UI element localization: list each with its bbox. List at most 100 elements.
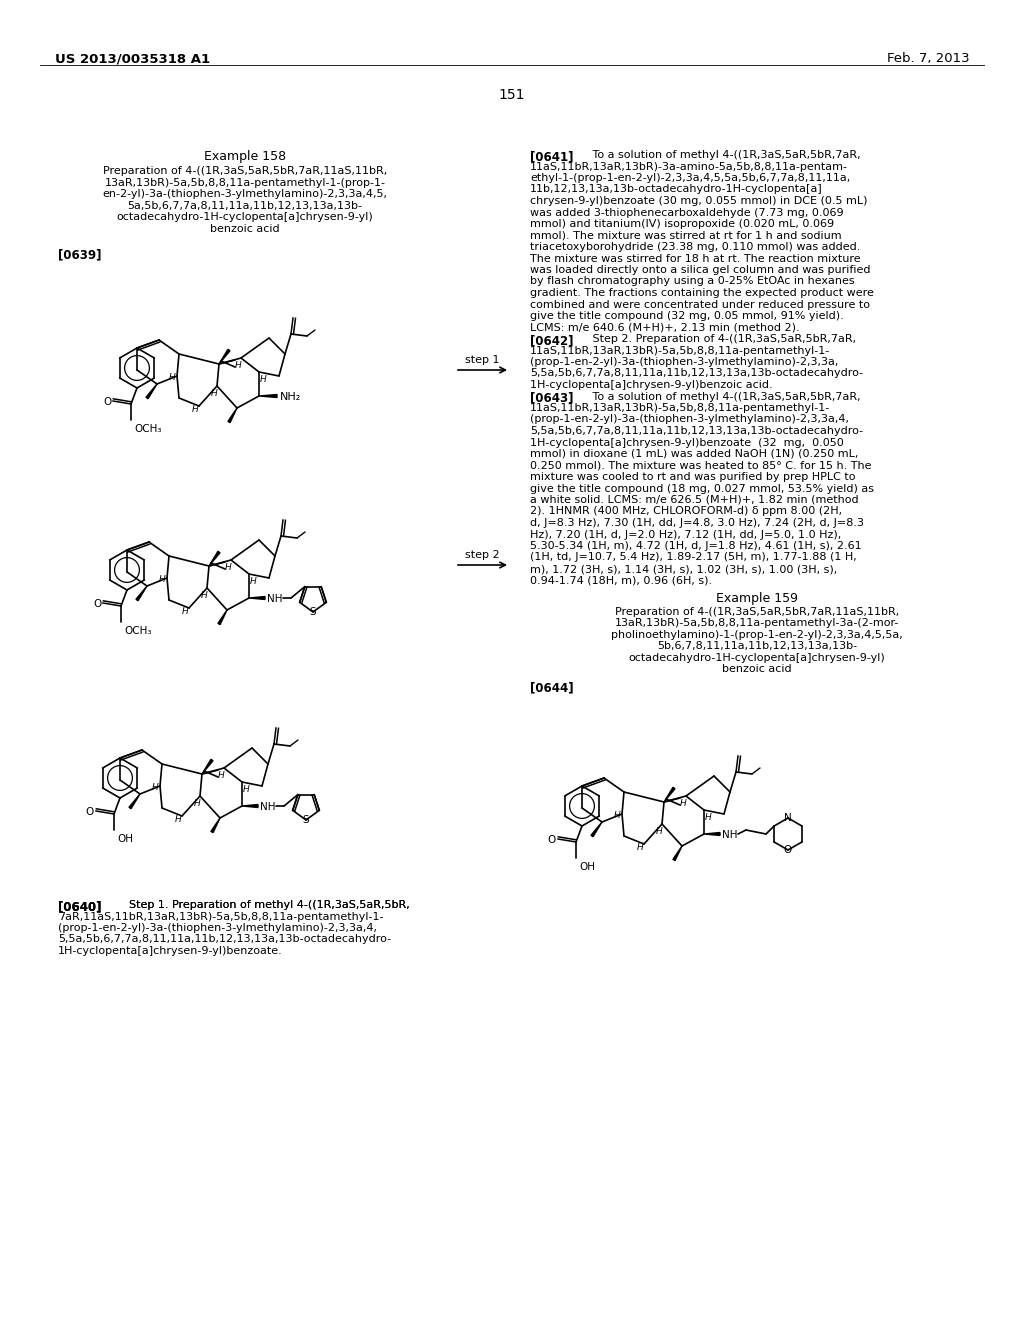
Polygon shape: [664, 787, 675, 803]
Text: H: H: [250, 578, 256, 586]
Text: S: S: [309, 607, 316, 616]
Polygon shape: [146, 384, 157, 399]
Text: [0643]: [0643]: [530, 392, 573, 404]
Text: octadecahydro-1H-cyclopenta[a]chrysen-9-yl): octadecahydro-1H-cyclopenta[a]chrysen-9-…: [629, 653, 886, 663]
Text: H: H: [201, 591, 208, 601]
Text: N: N: [784, 813, 792, 822]
Text: step 2: step 2: [465, 550, 500, 560]
Text: [0641]: [0641]: [530, 150, 573, 162]
Text: benzoic acid: benzoic acid: [722, 664, 792, 675]
Text: H: H: [655, 828, 663, 837]
Text: [0640]: [0640]: [58, 900, 101, 913]
Text: 11aS,11bR,13aR,13bR)-5a,5b,8,8,11a-pentamethyl-1-: 11aS,11bR,13aR,13bR)-5a,5b,8,8,11a-penta…: [530, 403, 830, 413]
Polygon shape: [705, 833, 720, 836]
Text: H: H: [705, 813, 712, 822]
Text: OH: OH: [579, 862, 595, 873]
Text: 5,5a,5b,6,7,7a,8,11,11a,11b,12,13,13a,13b-octadecahydro-: 5,5a,5b,6,7,7a,8,11,11a,11b,12,13,13a,13…: [530, 368, 863, 379]
Text: 1H-cyclopenta[a]chrysen-9-yl)benzoate.: 1H-cyclopenta[a]chrysen-9-yl)benzoate.: [58, 946, 283, 956]
Text: H: H: [159, 574, 165, 583]
Polygon shape: [673, 846, 682, 861]
Text: H: H: [224, 564, 231, 573]
Text: H: H: [680, 800, 686, 808]
Text: benzoic acid: benzoic acid: [210, 223, 280, 234]
Text: Feb. 7, 2013: Feb. 7, 2013: [888, 51, 970, 65]
Text: Step 1. Preparation of methyl 4-((1R,3aS,5aR,5bR,: Step 1. Preparation of methyl 4-((1R,3aS…: [115, 900, 410, 909]
Text: NH: NH: [260, 803, 275, 812]
Text: Preparation of 4-((1R,3aS,5aR,5bR,7aR,11aS,11bR,: Preparation of 4-((1R,3aS,5aR,5bR,7aR,11…: [614, 607, 899, 616]
Text: was loaded directly onto a silica gel column and was purified: was loaded directly onto a silica gel co…: [530, 265, 870, 275]
Text: S: S: [303, 814, 309, 825]
Text: H: H: [175, 814, 181, 824]
Text: (prop-1-en-2-yl)-3a-(thiophen-3-ylmethylamino)-2,3,3a,: (prop-1-en-2-yl)-3a-(thiophen-3-ylmethyl…: [530, 356, 839, 367]
Text: H: H: [243, 785, 250, 795]
Text: O: O: [548, 836, 556, 845]
Text: 11aS,11bR,13aR,13bR)-5a,5b,8,8,11a-pentamethyl-1-: 11aS,11bR,13aR,13bR)-5a,5b,8,8,11a-penta…: [530, 346, 830, 355]
Text: [0642]: [0642]: [530, 334, 573, 347]
Text: H: H: [181, 606, 188, 615]
Text: octadecahydro-1H-cyclopenta[a]chrysen-9-yl): octadecahydro-1H-cyclopenta[a]chrysen-9-…: [117, 213, 374, 222]
Text: H: H: [152, 783, 159, 792]
Text: O: O: [784, 845, 793, 855]
Text: ethyl-1-(prop-1-en-2-yl)-2,3,3a,4,5,5a,5b,6,7,7a,8,11,11a,: ethyl-1-(prop-1-en-2-yl)-2,3,3a,4,5,5a,5…: [530, 173, 850, 183]
Text: mixture was cooled to rt and was purified by prep HPLC to: mixture was cooled to rt and was purifie…: [530, 473, 855, 482]
Text: H: H: [234, 362, 242, 371]
Text: 1H-cyclopenta[a]chrysen-9-yl)benzoic acid.: 1H-cyclopenta[a]chrysen-9-yl)benzoic aci…: [530, 380, 773, 389]
Text: The mixture was stirred for 18 h at rt. The reaction mixture: The mixture was stirred for 18 h at rt. …: [530, 253, 860, 264]
Polygon shape: [259, 395, 278, 397]
Text: (prop-1-en-2-yl)-3a-(thiophen-3-ylmethylamino)-2,3,3a,4,: (prop-1-en-2-yl)-3a-(thiophen-3-ylmethyl…: [530, 414, 849, 425]
Text: (1H, td, J=10.7, 5.4 Hz), 1.89-2.17 (5H, m), 1.77-1.88 (1 H,: (1H, td, J=10.7, 5.4 Hz), 1.89-2.17 (5H,…: [530, 553, 857, 562]
Text: triacetoxyborohydride (23.38 mg, 0.110 mmol) was added.: triacetoxyborohydride (23.38 mg, 0.110 m…: [530, 242, 860, 252]
Polygon shape: [228, 408, 237, 422]
Text: H: H: [260, 375, 266, 384]
Polygon shape: [202, 759, 213, 774]
Text: mmol) in dioxane (1 mL) was added NaOH (1N) (0.250 mL,: mmol) in dioxane (1 mL) was added NaOH (…: [530, 449, 858, 459]
Text: H: H: [218, 771, 224, 780]
Polygon shape: [218, 610, 227, 624]
Text: NH₂: NH₂: [280, 392, 301, 403]
Text: Example 159: Example 159: [716, 591, 798, 605]
Text: 5,5a,5b,6,7,7a,8,11,11a,11b,12,13,13a,13b-octadecahydro-: 5,5a,5b,6,7,7a,8,11,11a,11b,12,13,13a,13…: [58, 935, 391, 945]
Text: a white solid. LCMS: m/e 626.5 (M+H)+, 1.82 min (method: a white solid. LCMS: m/e 626.5 (M+H)+, 1…: [530, 495, 859, 506]
Text: mmol). The mixture was stirred at rt for 1 h and sodium: mmol). The mixture was stirred at rt for…: [530, 231, 842, 240]
Polygon shape: [211, 818, 220, 833]
Text: Hz), 7.20 (1H, d, J=2.0 Hz), 7.12 (1H, dd, J=5.0, 1.0 Hz),: Hz), 7.20 (1H, d, J=2.0 Hz), 7.12 (1H, d…: [530, 529, 842, 540]
Text: Step 2. Preparation of 4-((1R,3aS,5aR,5bR,7aR,: Step 2. Preparation of 4-((1R,3aS,5aR,5b…: [582, 334, 856, 345]
Text: m), 1.72 (3H, s), 1.14 (3H, s), 1.02 (3H, s), 1.00 (3H, s),: m), 1.72 (3H, s), 1.14 (3H, s), 1.02 (3H…: [530, 564, 838, 574]
Text: [0639]: [0639]: [58, 248, 101, 261]
Text: [0644]: [0644]: [530, 681, 573, 694]
Polygon shape: [136, 586, 147, 601]
Text: H: H: [613, 810, 621, 820]
Text: O: O: [93, 599, 101, 609]
Text: H: H: [211, 389, 217, 399]
Text: NH: NH: [722, 830, 737, 840]
Text: Preparation of 4-((1R,3aS,5aR,5bR,7aR,11aS,11bR,: Preparation of 4-((1R,3aS,5aR,5bR,7aR,11…: [102, 166, 387, 176]
Text: 151: 151: [499, 88, 525, 102]
Text: US 2013/0035318 A1: US 2013/0035318 A1: [55, 51, 210, 65]
Text: d, J=8.3 Hz), 7.30 (1H, dd, J=4.8, 3.0 Hz), 7.24 (2H, d, J=8.3: d, J=8.3 Hz), 7.30 (1H, dd, J=4.8, 3.0 H…: [530, 517, 864, 528]
Text: chrysen-9-yl)benzoate (30 mg, 0.055 mmol) in DCE (0.5 mL): chrysen-9-yl)benzoate (30 mg, 0.055 mmol…: [530, 195, 867, 206]
Text: 5b,6,7,8,11,11a,11b,12,13,13a,13b-: 5b,6,7,8,11,11a,11b,12,13,13a,13b-: [657, 642, 857, 652]
Text: LCMS: m/e 640.6 (M+H)+, 2.13 min (method 2).: LCMS: m/e 640.6 (M+H)+, 2.13 min (method…: [530, 322, 800, 333]
Text: Step 1. Preparation of methyl 4-((1R,3aS,5aR,5bR,: Step 1. Preparation of methyl 4-((1R,3aS…: [115, 900, 410, 909]
Polygon shape: [129, 795, 140, 809]
Text: gradient. The fractions containing the expected product were: gradient. The fractions containing the e…: [530, 288, 873, 298]
Text: H: H: [194, 800, 201, 808]
Polygon shape: [209, 552, 220, 566]
Text: was added 3-thiophenecarboxaldehyde (7.73 mg, 0.069: was added 3-thiophenecarboxaldehyde (7.7…: [530, 207, 844, 218]
Text: 1H-cyclopenta[a]chrysen-9-yl)benzoate  (32  mg,  0.050: 1H-cyclopenta[a]chrysen-9-yl)benzoate (3…: [530, 437, 844, 447]
Polygon shape: [591, 822, 602, 837]
Text: 2). 1HNMR (400 MHz, CHLOROFORM-d) δ ppm 8.00 (2H,: 2). 1HNMR (400 MHz, CHLOROFORM-d) δ ppm …: [530, 507, 842, 516]
Text: give the title compound (32 mg, 0.05 mmol, 91% yield).: give the title compound (32 mg, 0.05 mmo…: [530, 312, 844, 321]
Text: 0.94-1.74 (18H, m), 0.96 (6H, s).: 0.94-1.74 (18H, m), 0.96 (6H, s).: [530, 576, 712, 586]
Text: NH: NH: [267, 594, 283, 605]
Text: H: H: [637, 842, 643, 851]
Text: 7aR,11aS,11bR,13aR,13bR)-5a,5b,8,8,11a-pentamethyl-1-: 7aR,11aS,11bR,13aR,13bR)-5a,5b,8,8,11a-p…: [58, 912, 384, 921]
Text: (prop-1-en-2-yl)-3a-(thiophen-3-ylmethylamino)-2,3,3a,4,: (prop-1-en-2-yl)-3a-(thiophen-3-ylmethyl…: [58, 923, 377, 933]
Text: [0640]: [0640]: [58, 900, 101, 913]
Text: O: O: [86, 807, 94, 817]
Polygon shape: [242, 804, 258, 808]
Text: pholinoethylamino)-1-(prop-1-en-2-yl)-2,3,3a,4,5,5a,: pholinoethylamino)-1-(prop-1-en-2-yl)-2,…: [611, 630, 903, 640]
Text: give the title compound (18 mg, 0.027 mmol, 53.5% yield) as: give the title compound (18 mg, 0.027 mm…: [530, 483, 874, 494]
Text: 11b,12,13,13a,13b-octadecahydro-1H-cyclopenta[a]: 11b,12,13,13a,13b-octadecahydro-1H-cyclo…: [530, 185, 822, 194]
Text: H: H: [191, 404, 199, 413]
